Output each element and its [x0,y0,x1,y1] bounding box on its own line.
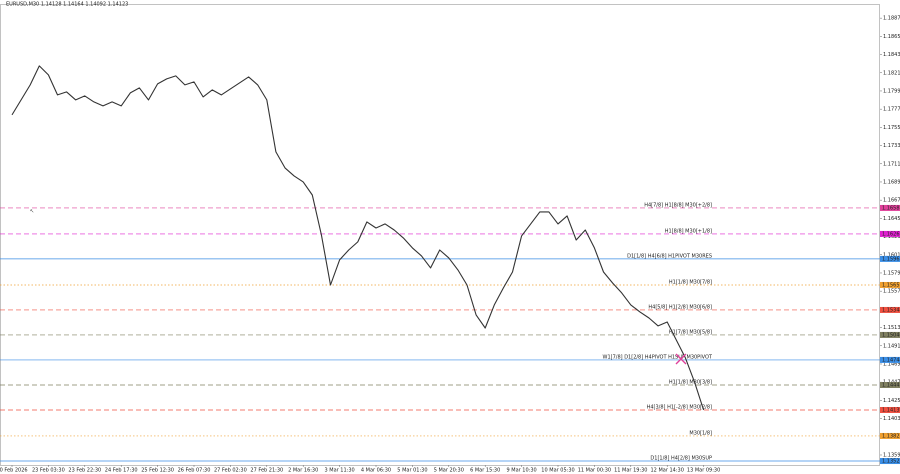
level-label: H1[8/8] M30[+1/8] [665,228,712,234]
level-label: M30[1/8] [689,430,712,436]
x-tick-label: 13 Mar 09:30 [687,468,720,474]
x-tick-label: 5 Mar 20:30 [434,468,464,474]
level-label: H1[1/8] M30[3/8] [669,379,712,385]
level-price: 1.14139 [882,407,900,413]
level-label: H4[5/8] H1[2/8] M30[6/8] [648,304,712,310]
y-tick-label: 1.16675 [883,198,900,204]
level-tag [880,230,900,237]
y-tick-label: 1.18435 [883,52,900,58]
x-tick-label: 3 Mar 11:30 [324,468,354,474]
level-label: H4[3/8] H1[-2/8] M30[2/8] [647,404,712,410]
level-price: 1.15965 [882,256,900,262]
level-price: 1.14441 [882,382,900,388]
level-price: 1.14744 [882,357,900,363]
x-tick-label: 4 Mar 06:30 [361,468,391,474]
level-tag [880,356,900,363]
y-tick-label: 1.13595 [883,452,900,458]
x-tick-label: 23 Feb 03:30 [32,468,65,474]
level-tag [880,381,900,388]
level-tag [880,281,900,288]
level-tag [880,204,900,211]
level-price: 1.13825 [882,433,900,439]
x-tick-label: 20 Feb 2026 [0,468,28,474]
level-price: 1.16267 [882,231,900,237]
x-tick-label: 9 Mar 10:30 [506,468,536,474]
y-tick-label: 1.14255 [883,398,900,404]
y-tick-label: 1.15575 [883,289,900,295]
y-tick-label: 1.16235 [883,234,900,240]
plot-frame [0,4,880,466]
y-tick-label: 1.17115 [883,161,900,167]
level-price: 1.16581 [882,205,900,211]
y-tick-label: 1.15135 [883,325,900,331]
y-tick-label: 1.17995 [883,88,900,94]
x-tick-label: 27 Feb 02:30 [214,468,247,474]
y-tick-label: 1.16895 [883,179,900,185]
y-tick-label: 1.18215 [883,70,900,76]
y-tick-label: 1.17555 [883,125,900,131]
level-tag [880,432,900,439]
x-tick-label: 25 Feb 12:30 [141,468,174,474]
level-tag [880,406,900,413]
price-line [11,65,705,411]
y-tick-label: 1.17775 [883,107,900,113]
y-tick-label: 1.14695 [883,361,900,367]
level-label: D1[1/8] H4[2/8] M30SUP [650,456,712,462]
level-label: H1[7/8] M30[5/8] [669,329,712,335]
level-price: 1.15348 [882,307,900,313]
y-tick-label: 1.18655 [883,34,900,40]
level-tag [880,255,900,262]
level-price: 1.15046 [882,332,900,338]
level-label: H4[7/8] H1[8/8] M30[+2/8] [644,202,712,208]
x-tick-label: 12 Mar 14:30 [651,468,684,474]
cross-marker [675,353,687,365]
y-tick-label: 1.14035 [883,416,900,422]
x-tick-label: 23 Feb 22:30 [68,468,101,474]
x-tick-label: 27 Feb 21:30 [250,468,283,474]
x-tick-label: 24 Feb 17:30 [105,468,138,474]
level-tag [880,331,900,338]
y-tick-label: 1.16015 [883,252,900,258]
cursor-icon: ↖ [30,209,34,215]
level-tag [880,458,900,465]
x-tick-label: 11 Mar 00:30 [578,468,611,474]
y-tick-label: 1.14915 [883,343,900,349]
x-tick-label: 2 Mar 16:30 [288,468,318,474]
level-label: H1[1/8] M30[7/8] [669,279,712,285]
chart-title: EURUSD,M30 1.14128 1.14164 1.14092 1.141… [6,2,128,8]
x-tick-label: 10 Mar 05:30 [541,468,574,474]
level-label: W1[7/8] D1[2/8] H4PIVOT H1SUP M30PIVOT [603,354,713,360]
y-tick-label: 1.16455 [883,216,900,222]
x-tick-label: 5 Mar 01:30 [397,468,427,474]
x-tick-label: 6 Mar 15:30 [470,468,500,474]
level-price: 1.1565 [882,282,900,288]
y-tick-label: 1.17335 [883,143,900,149]
x-tick-label: 11 Mar 19:30 [614,468,647,474]
x-tick-label: 26 Feb 07:30 [178,468,211,474]
y-tick-label: 1.15795 [883,270,900,276]
y-tick-label: 1.18875 [883,16,900,22]
level-label: D1[1/8] H4[6/8] H1PIVOT M30RES [627,253,712,259]
level-tag [880,306,900,313]
level-price: 1.13522 [882,459,900,465]
